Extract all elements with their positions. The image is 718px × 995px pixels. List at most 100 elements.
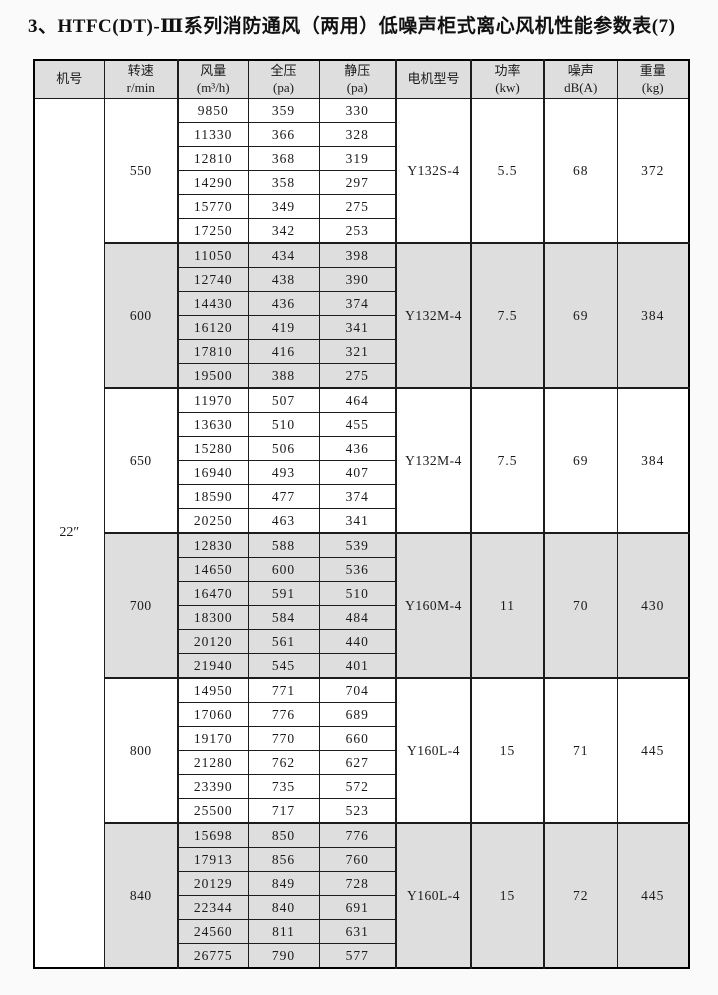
motor-model-cell: Y160M-4 xyxy=(395,532,472,679)
header-unit: (pa) xyxy=(273,79,294,95)
total-pressure-cell: 349 xyxy=(247,194,320,219)
air-flow-cell: 21280 xyxy=(177,750,249,775)
air-flow-cell: 18300 xyxy=(177,605,249,630)
total-pressure-cell: 762 xyxy=(247,750,320,775)
static-pressure-cell: 440 xyxy=(318,629,397,654)
weight-cell: 384 xyxy=(616,387,690,534)
header-label: 重量 xyxy=(639,62,666,78)
static-pressure-cell: 253 xyxy=(318,218,397,244)
table-row: 700 12830 588 539 Y160M-4 11 70 430 xyxy=(34,532,690,679)
total-pressure-cell: 717 xyxy=(247,798,320,824)
air-flow-cell: 13630 xyxy=(177,412,249,437)
motor-model-cell: Y132M-4 xyxy=(395,242,472,389)
air-flow-cell: 21940 xyxy=(177,653,249,679)
static-pressure-cell: 536 xyxy=(318,557,397,582)
air-flow-cell: 14950 xyxy=(177,677,249,703)
power-cell: 15 xyxy=(470,822,545,969)
header-static-pressure: 静压 (pa) xyxy=(318,59,397,99)
header-machine-no: 机号 xyxy=(33,59,105,99)
static-pressure-cell: 319 xyxy=(318,146,397,171)
noise-cell: 68 xyxy=(543,98,618,244)
static-pressure-cell: 341 xyxy=(318,508,397,534)
speed-cell: 650 xyxy=(103,387,179,534)
total-pressure-cell: 600 xyxy=(247,557,320,582)
total-pressure-cell: 770 xyxy=(247,726,320,751)
static-pressure-cell: 510 xyxy=(318,581,397,606)
weight-cell: 445 xyxy=(616,677,690,824)
total-pressure-cell: 463 xyxy=(247,508,320,534)
header-noise: 噪声 dB(A) xyxy=(543,59,618,99)
air-flow-cell: 16470 xyxy=(177,581,249,606)
table-row: 20129 849 728 xyxy=(34,871,689,896)
static-pressure-cell: 455 xyxy=(318,412,397,437)
air-flow-cell: 17913 xyxy=(177,847,249,872)
noise-cell: 69 xyxy=(543,242,618,389)
table-row: 14290 358 297 xyxy=(34,170,689,195)
total-pressure-cell: 436 xyxy=(247,291,320,316)
table-row: 650 11970 507 464 Y132M-4 7.5 69 384 xyxy=(34,387,690,534)
total-pressure-cell: 507 xyxy=(247,387,320,413)
static-pressure-cell: 321 xyxy=(318,339,397,364)
header-label: 噪声 xyxy=(567,62,594,78)
air-flow-cell: 17810 xyxy=(177,339,249,364)
header-unit: (m³/h) xyxy=(196,79,230,95)
table-row: 17810 416 321 xyxy=(34,339,689,364)
static-pressure-cell: 341 xyxy=(318,315,397,340)
air-flow-cell: 18590 xyxy=(177,484,249,509)
static-pressure-cell: 523 xyxy=(318,798,397,824)
table-row: 17060 776 689 xyxy=(34,702,689,727)
table-row: 15770 349 275 xyxy=(34,194,689,219)
table-row: 25500 717 523 xyxy=(34,798,689,824)
air-flow-cell: 20120 xyxy=(177,629,249,654)
motor-model-cell: Y160L-4 xyxy=(395,677,472,824)
header-unit: (pa) xyxy=(346,79,368,95)
total-pressure-cell: 545 xyxy=(247,653,320,679)
header-label: 机号 xyxy=(56,71,83,87)
table-row: 26775 790 577 xyxy=(34,943,689,969)
total-pressure-cell: 366 xyxy=(247,122,320,147)
total-pressure-cell: 776 xyxy=(247,702,320,727)
header-label: 转速 xyxy=(127,62,154,78)
air-flow-cell: 11970 xyxy=(177,387,249,413)
table-row: 16470 591 510 xyxy=(34,581,689,606)
static-pressure-cell: 275 xyxy=(318,194,397,219)
static-pressure-cell: 704 xyxy=(318,677,397,703)
header-row: 机号 转速 r/min 风量 (m³/h) 全压 (pa) 静压 (pa) xyxy=(33,59,690,99)
speed-cell: 700 xyxy=(103,532,179,679)
header-unit: dB(A) xyxy=(564,79,598,95)
power-cell: 7.5 xyxy=(470,387,545,534)
air-flow-cell: 17250 xyxy=(177,218,249,244)
total-pressure-cell: 438 xyxy=(247,267,320,292)
total-pressure-cell: 790 xyxy=(247,943,320,969)
table-row: 21280 762 627 xyxy=(34,750,689,775)
table-row: 24560 811 631 xyxy=(34,919,689,944)
air-flow-cell: 14430 xyxy=(177,291,249,316)
air-flow-cell: 12740 xyxy=(177,267,249,292)
noise-cell: 72 xyxy=(543,822,618,969)
table-row: 840 15698 850 776 Y160L-4 15 72 445 xyxy=(34,822,690,969)
air-flow-cell: 15698 xyxy=(177,822,249,848)
machine-no-cell: 22″ xyxy=(33,98,105,969)
static-pressure-cell: 776 xyxy=(318,822,397,848)
table-row: 20120 561 440 xyxy=(34,629,689,654)
static-pressure-cell: 374 xyxy=(318,291,397,316)
table-row: 14650 600 536 xyxy=(34,557,689,582)
total-pressure-cell: 359 xyxy=(247,98,320,123)
total-pressure-cell: 368 xyxy=(247,146,320,171)
total-pressure-cell: 342 xyxy=(247,218,320,244)
air-flow-cell: 12810 xyxy=(177,146,249,171)
power-cell: 15 xyxy=(470,677,545,824)
weight-cell: 384 xyxy=(616,242,690,389)
static-pressure-cell: 398 xyxy=(318,242,397,268)
air-flow-cell: 20250 xyxy=(177,508,249,534)
header-label: 功率 xyxy=(494,62,521,78)
static-pressure-cell: 760 xyxy=(318,847,397,872)
air-flow-cell: 12830 xyxy=(177,532,249,558)
static-pressure-cell: 689 xyxy=(318,702,397,727)
air-flow-cell: 26775 xyxy=(177,943,249,969)
speed-cell: 550 xyxy=(103,98,179,244)
static-pressure-cell: 728 xyxy=(318,871,397,896)
table-row: 600 11050 434 398 Y132M-4 7.5 69 384 xyxy=(34,242,690,389)
power-cell: 11 xyxy=(470,532,545,679)
total-pressure-cell: 388 xyxy=(247,363,320,389)
